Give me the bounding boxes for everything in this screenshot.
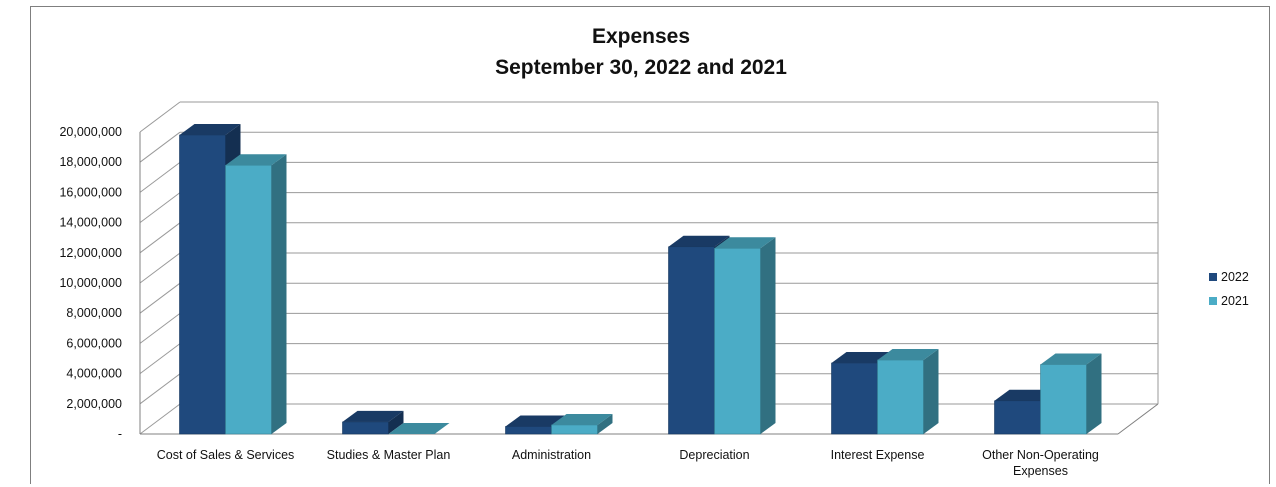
y-tick-label: - (118, 427, 122, 441)
legend: 2022 2021 (1209, 270, 1249, 308)
bar-front (1040, 364, 1087, 435)
gridline-side (139, 282, 181, 314)
bar-top (179, 124, 241, 136)
y-tick-label: 10,000,000 (59, 276, 122, 290)
bar-top (225, 154, 287, 166)
gridline-side (139, 222, 181, 254)
gridline-side (139, 312, 181, 344)
bar-2021-1 (388, 423, 450, 434)
y-tick-label: 2,000,000 (66, 397, 122, 411)
x-category-label: Other Non-Operating (982, 448, 1099, 462)
bar-top (668, 235, 730, 247)
bar-2021-4 (877, 349, 939, 435)
chart-title-line-1: Expenses (592, 25, 690, 48)
floor-right-edge (1117, 403, 1159, 435)
legend-label: 2022 (1221, 270, 1249, 284)
bar-side (1086, 353, 1102, 434)
bar-front (342, 421, 389, 435)
bar-side (760, 237, 776, 434)
bar-side (597, 413, 613, 434)
bar-front (225, 164, 272, 435)
gridline-side (139, 101, 181, 133)
legend-swatch (1209, 297, 1217, 305)
y-tick-label: 14,000,000 (59, 216, 122, 230)
y-tick-label: 12,000,000 (59, 246, 122, 260)
x-category-label: Administration (512, 448, 591, 462)
bar-top (342, 410, 404, 422)
gridline-side (139, 403, 181, 435)
gridline-side (139, 192, 181, 224)
bar-front (179, 134, 226, 435)
bar-top (714, 237, 776, 249)
chart-frame (30, 6, 1270, 484)
legend-label: 2021 (1221, 294, 1249, 308)
bar-side (923, 349, 939, 434)
bar-2022-1 (342, 410, 404, 435)
bar-front (551, 424, 598, 435)
gridline-side (139, 343, 181, 375)
gridline-side (139, 252, 181, 284)
bar-front (714, 247, 761, 435)
bar-2021-0 (225, 154, 287, 435)
y-tick-label: 6,000,000 (66, 336, 122, 350)
chart-title-line-2: September 30, 2022 and 2021 (495, 56, 787, 79)
bar-front (668, 246, 715, 435)
x-category-label: Expenses (1013, 464, 1068, 478)
bar-top (1040, 353, 1102, 365)
bar-top (877, 349, 939, 361)
gridline-side (139, 131, 181, 163)
x-category-label: Depreciation (679, 448, 749, 462)
gridline-side (139, 161, 181, 193)
bar-front (831, 362, 878, 435)
chart-title: Expenses September 30, 2022 and 2021 (495, 25, 787, 79)
x-category-label: Cost of Sales & Services (157, 448, 295, 462)
bar-side (388, 410, 404, 434)
bars (179, 124, 1102, 435)
bar-top (505, 415, 567, 427)
y-tick-label: 18,000,000 (59, 155, 122, 169)
bar-2021-2 (551, 413, 613, 435)
x-category-label: Studies & Master Plan (327, 448, 451, 462)
gridline-side (139, 373, 181, 405)
bar-front (505, 426, 552, 435)
y-tick-label: 20,000,000 (59, 125, 122, 139)
bar-2021-5 (1040, 353, 1102, 435)
bar-front (994, 400, 1041, 435)
axes: - 2,000,000 4,000,000 6,000,000 8,000,000 10,… (59, 125, 1098, 478)
legend-swatch (1209, 273, 1217, 281)
bar-top (388, 423, 450, 434)
y-tick-label: 4,000,000 (66, 367, 122, 381)
bar-side (271, 154, 287, 434)
plot-back-wall (139, 101, 1159, 435)
y-tick-label: 16,000,000 (59, 185, 122, 199)
bar-2021-3 (714, 237, 776, 435)
bar-front (877, 359, 924, 435)
bar-top (551, 413, 613, 425)
x-category-label: Interest Expense (831, 448, 925, 462)
y-tick-label: 8,000,000 (66, 306, 122, 320)
